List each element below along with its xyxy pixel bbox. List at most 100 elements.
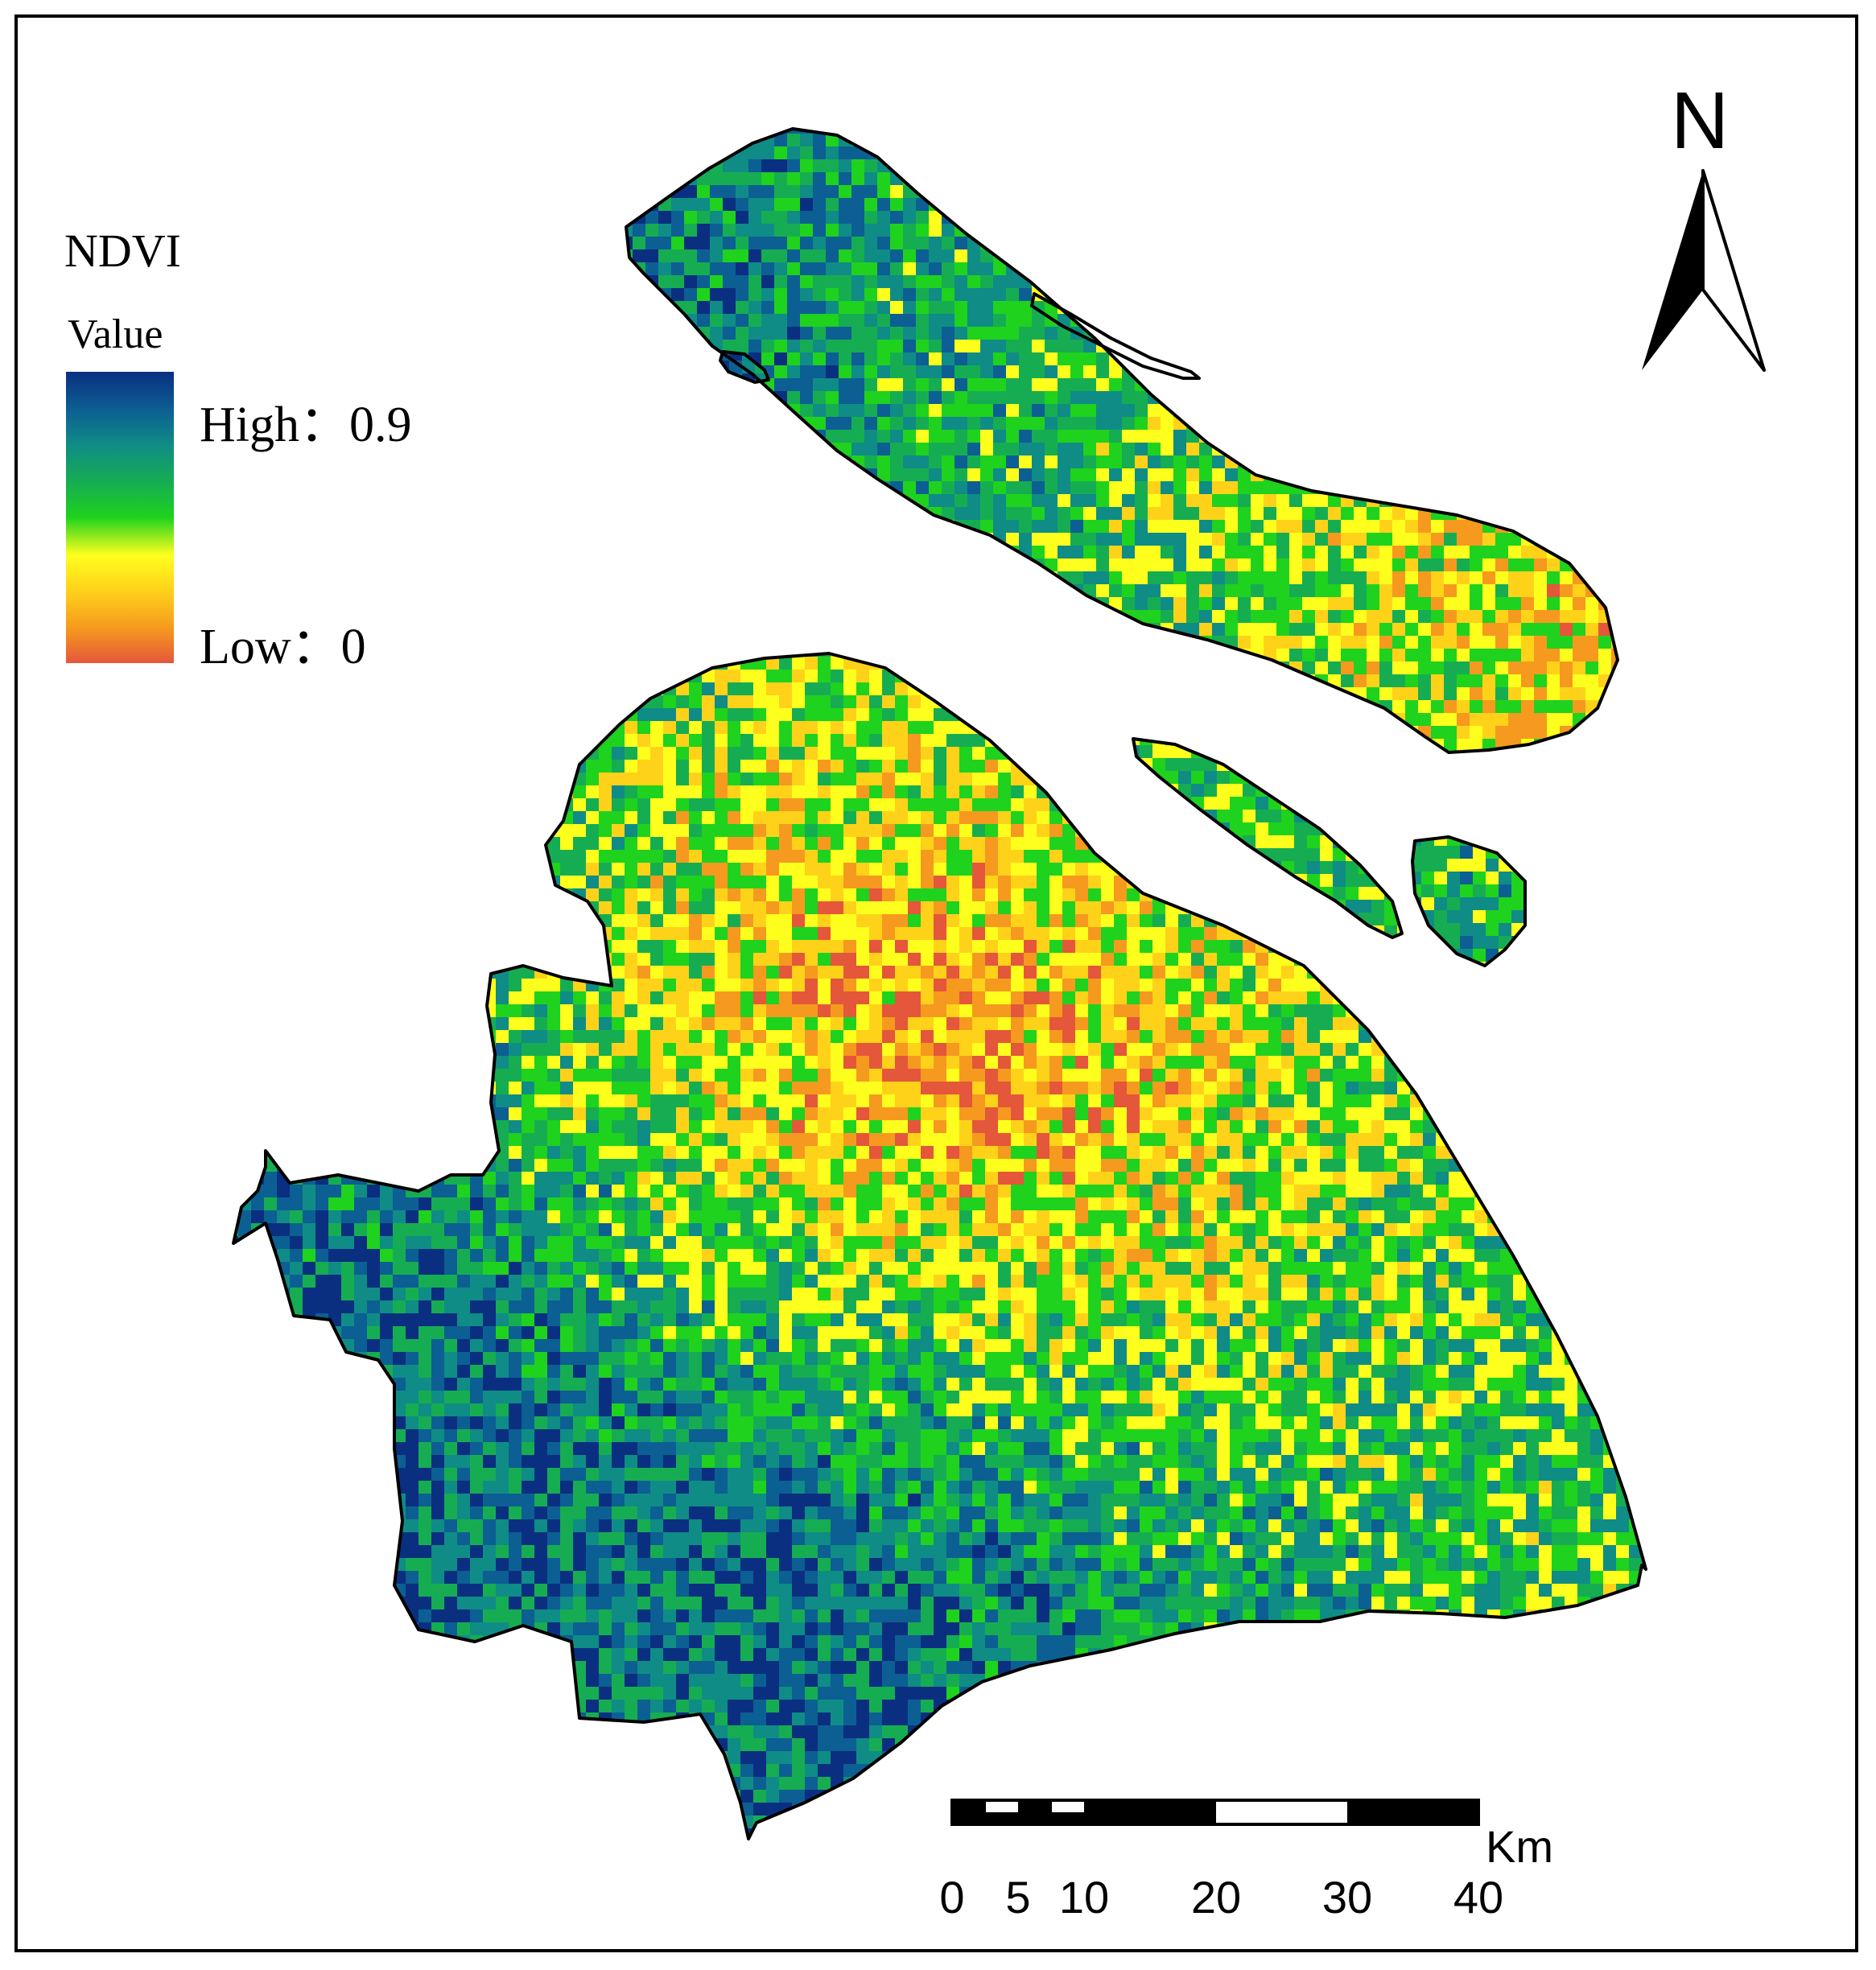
ndvi-raster-cell [1333,927,1346,940]
ndvi-raster-cell [869,721,882,734]
ndvi-raster-cell [1281,760,1294,773]
ndvi-raster-cell [1140,798,1152,811]
ndvi-raster-cell [1024,940,1037,953]
ndvi-raster-cell [1565,1120,1577,1133]
ndvi-raster-cell [233,1004,238,1017]
ndvi-raster-cell [1294,785,1307,798]
ndvi-raster-cell [444,1043,457,1056]
ndvi-raster-cell [418,901,431,914]
ndvi-raster-cell [805,1185,818,1197]
ndvi-raster-cell [612,785,625,798]
ndvi-raster-cell [573,1172,586,1185]
ndvi-raster-cell [341,1082,354,1094]
ndvi-raster-cell [1191,1056,1204,1069]
ndvi-raster-cell [689,747,702,760]
ndvi-raster-cell [1037,1017,1049,1030]
ndvi-raster-cell [998,682,1011,695]
ndvi-raster-cell [676,824,689,837]
ndvi-raster-cell [1384,953,1397,966]
ndvi-raster-cell [1075,979,1088,991]
ndvi-raster-cell [1204,1146,1217,1159]
ndvi-raster-cell [1616,670,1629,682]
ndvi-raster-cell [728,1185,740,1197]
ndvi-raster-cell [985,708,998,721]
ndvi-raster-cell [303,824,315,837]
ndvi-raster-cell [1049,979,1062,991]
ndvi-raster-cell [418,1094,431,1107]
ndvi-raster-cell [1152,979,1165,991]
ndvi-raster-cell [599,682,612,695]
ndvi-raster-cell [290,1004,303,1017]
ndvi-raster-cell [496,991,509,1004]
ndvi-raster-cell [946,1107,959,1120]
ndvi-raster-cell [1011,953,1024,966]
ndvi-raster-cell [650,888,663,901]
ndvi-raster-cell [985,1030,998,1043]
ndvi-raster-cell [908,1094,921,1107]
ndvi-raster-cell [1346,785,1359,798]
ndvi-raster-cell [831,1004,843,1017]
ndvi-raster-cell [946,1197,959,1210]
ndvi-raster-cell [637,708,650,721]
ndvi-raster-cell [238,1094,251,1107]
ndvi-raster-cell [1603,966,1616,979]
ndvi-raster-cell [1487,798,1500,811]
ndvi-raster-cell [1436,811,1449,824]
ndvi-raster-cell [380,1146,393,1159]
ndvi-raster-cell [1616,901,1629,914]
ndvi-raster-cell [1307,979,1320,991]
ndvi-raster-cell [1590,747,1603,760]
ndvi-raster-cell [573,991,586,1004]
ndvi-raster-cell [728,979,740,991]
ndvi-raster-cell [1371,708,1384,721]
ndvi-raster-cell [831,1094,843,1107]
ndvi-raster-cell [1165,1120,1178,1133]
ndvi-raster-cell [354,1159,367,1172]
ndvi-raster-cell [972,773,985,785]
ndvi-raster-cell [315,785,328,798]
ndvi-raster-cell [1590,811,1603,824]
ndvi-raster-cell [1294,991,1307,1004]
ndvi-raster-cell [753,940,766,953]
ndvi-raster-cell [1024,1120,1037,1133]
ndvi-raster-cell [1152,837,1165,850]
ndvi-raster-cell [470,1043,483,1056]
ndvi-raster-cell [882,876,895,888]
ndvi-raster-cell [1191,1107,1204,1120]
ndvi-raster-cell [573,1030,586,1043]
ndvi-raster-cell [1359,1159,1371,1172]
ndvi-raster-cell [1565,888,1577,901]
ndvi-raster-cell [534,1069,547,1082]
ndvi-raster-cell [1410,1146,1423,1159]
ndvi-raster-cell [1243,1172,1255,1185]
ndvi-raster-cell [1346,760,1359,773]
ndvi-raster-cell [1075,876,1088,888]
ndvi-raster-cell [367,1159,380,1172]
ndvi-raster-cell [1603,1082,1616,1094]
ndvi-raster-cell [818,708,831,721]
ndvi-raster-cell [1217,1030,1230,1043]
ndvi-raster-cell [1101,966,1114,979]
ndvi-raster-cell [1320,1107,1333,1120]
ndvi-raster-cell [625,863,637,876]
ndvi-raster-cell [792,1120,805,1133]
ndvi-raster-cell [560,1107,573,1120]
ndvi-raster-cell [985,798,998,811]
ndvi-raster-cell [1346,1120,1359,1133]
ndvi-raster-cell [393,991,406,1004]
ndvi-raster-cell [843,682,856,695]
ndvi-raster-cell [895,1082,908,1094]
ndvi-raster-cell [921,927,934,940]
ndvi-raster-cell [831,888,843,901]
ndvi-raster-cell [1552,901,1565,914]
ndvi-raster-cell [1088,1197,1101,1210]
ndvi-raster-cell [702,876,715,888]
ndvi-raster-cell [1140,824,1152,837]
ndvi-raster-cell [457,1185,470,1197]
ndvi-raster-cell [496,914,509,927]
ndvi-raster-cell [715,1017,728,1030]
ndvi-raster-cell [1371,1056,1384,1069]
ndvi-raster-cell [856,991,869,1004]
ndvi-raster-cell [496,863,509,876]
